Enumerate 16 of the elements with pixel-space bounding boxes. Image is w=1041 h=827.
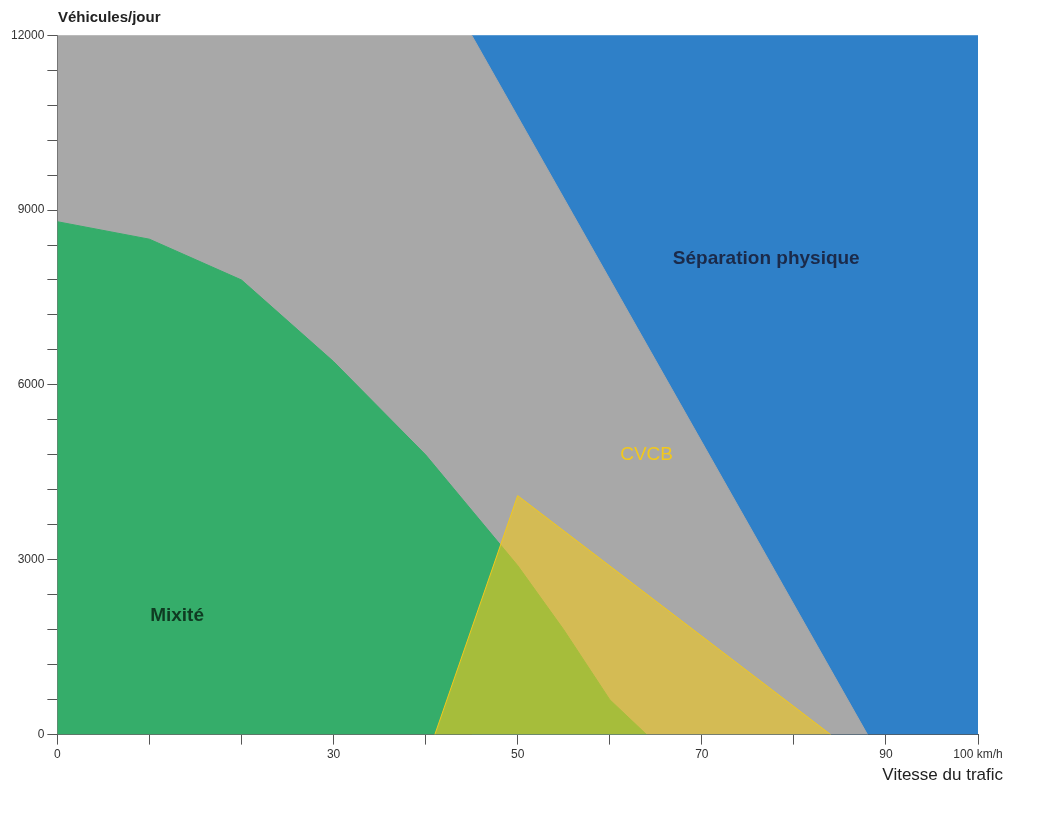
- x-axis-title: Vitesse du trafic: [881, 765, 1003, 785]
- x-tick-label: 70: [695, 747, 709, 762]
- annotation: Mixité: [150, 603, 204, 625]
- x-tick-label: 50: [511, 747, 525, 762]
- y-axis-title: Véhicules/jour: [58, 8, 162, 25]
- y-tick-label: 0: [37, 726, 45, 741]
- y-tick-label: 6000: [17, 377, 45, 392]
- x-tick-label: 30: [326, 747, 341, 762]
- x-tick-label: 100 km/h: [953, 747, 1003, 762]
- y-tick-label: 9000: [17, 202, 45, 217]
- y-tick-label: 12000: [10, 27, 45, 42]
- x-tick-label: 90: [879, 747, 893, 762]
- y-tick-label: 3000: [17, 552, 45, 567]
- annotation: Séparation physique: [672, 247, 860, 269]
- annotation: CVCB: [620, 443, 673, 465]
- x-tick-label: 0: [54, 747, 62, 762]
